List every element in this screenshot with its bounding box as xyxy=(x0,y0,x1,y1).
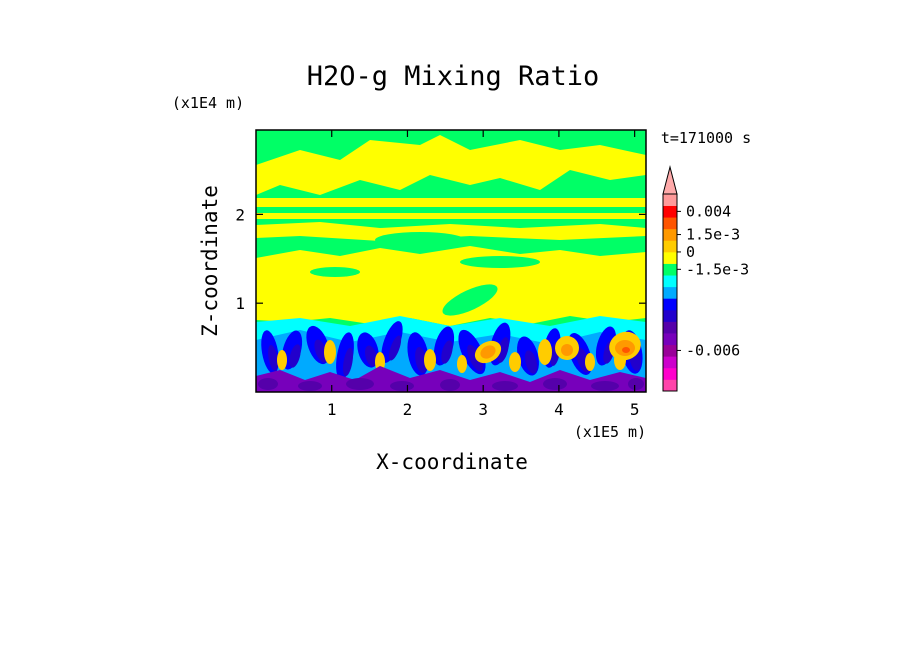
colorbar-label: 0 xyxy=(686,243,695,261)
field-plume-core xyxy=(268,344,278,372)
colorbar-label: 1.5e-3 xyxy=(686,226,740,244)
field-plume xyxy=(381,321,403,363)
field-surface-core xyxy=(543,378,567,390)
colorbar-level xyxy=(663,217,677,230)
colorbar-frame xyxy=(662,193,678,392)
field-band xyxy=(256,213,646,219)
plot-frame xyxy=(255,129,647,393)
field-band xyxy=(256,222,646,241)
colorbar-level xyxy=(663,194,677,206)
colorbar-level xyxy=(663,286,677,299)
field-warm-spot xyxy=(424,349,436,371)
colorbar-level xyxy=(663,333,677,346)
field-plume-core xyxy=(342,347,354,377)
colorbar-level xyxy=(663,205,677,218)
chart-title: H2O-g Mixing Ratio xyxy=(307,61,600,92)
colorbar-label: -0.006 xyxy=(686,341,740,359)
colorbar-level xyxy=(663,240,677,253)
colorbar-level xyxy=(663,263,677,276)
field-warm-spot xyxy=(538,339,552,365)
field-warm-core xyxy=(480,345,496,359)
field-surface-core xyxy=(440,379,460,391)
field-hot-core xyxy=(622,347,630,353)
field-plume-core xyxy=(441,340,453,364)
field-middle-band xyxy=(256,246,646,326)
colorbar-level xyxy=(663,298,677,311)
x-tick-label: 2 xyxy=(403,400,413,419)
y-axis-unit: (x1E4 m) xyxy=(172,94,244,112)
field-green-gap xyxy=(460,256,540,268)
field-surface-core xyxy=(591,381,619,391)
field-plume-core xyxy=(497,337,509,363)
field-upper-band xyxy=(256,135,646,195)
field-plume-core xyxy=(524,350,538,374)
field-surface-core xyxy=(298,381,322,391)
field-surface-core xyxy=(628,378,644,390)
field-surface-core xyxy=(258,378,278,390)
field-warm-spot xyxy=(509,352,521,372)
colorbar-labels: 0.004 1.5e-30-1.5e-3 -0.006 xyxy=(677,202,749,359)
x-tick-label: 1 xyxy=(327,400,337,419)
y-tick-label: 2 xyxy=(235,205,245,224)
field-green-gap xyxy=(310,267,360,277)
x-tick-label: 3 xyxy=(478,400,488,419)
colorbar-level xyxy=(663,275,677,288)
colorbar-level xyxy=(663,321,677,334)
colorbar xyxy=(662,165,678,392)
colorbar-label: -1.5e-3 xyxy=(686,260,749,278)
field-green-gap xyxy=(442,284,498,316)
field-surface-core xyxy=(346,378,374,390)
field-plume-core xyxy=(364,345,378,367)
colorbar-level xyxy=(663,344,677,357)
colorbar-level xyxy=(663,309,677,322)
field-band xyxy=(256,198,646,207)
field-warm-spot xyxy=(277,350,287,370)
field-warm-spot xyxy=(324,340,336,364)
colorbar-level xyxy=(663,228,677,241)
colorbar-arrow xyxy=(662,165,678,195)
field-plume-core xyxy=(415,346,427,374)
time-label: t=171000 s xyxy=(661,129,751,147)
field-plume-core xyxy=(467,344,483,372)
field-surface-core xyxy=(492,381,518,391)
field-plume-core xyxy=(289,344,301,368)
field-green-gap xyxy=(375,232,465,248)
field-warm-spot xyxy=(457,355,467,373)
field-warm-core xyxy=(561,344,573,356)
colorbar-level xyxy=(663,251,677,264)
colorbar-level xyxy=(663,379,677,392)
y-axis: 12 xyxy=(235,205,646,313)
field-surface-core xyxy=(390,381,414,391)
contour-field xyxy=(256,130,646,392)
x-axis: 1 2 3 4 5 xyxy=(327,130,640,419)
field-plume-core xyxy=(314,339,328,363)
x-tick-label: 4 xyxy=(554,400,564,419)
y-axis-label: Z-coordinate xyxy=(198,185,222,337)
x-axis-unit: (x1E5 m) xyxy=(574,423,646,441)
colorbar-level xyxy=(663,367,677,380)
y-tick-label: 1 xyxy=(235,294,245,313)
x-tick-label: 5 xyxy=(630,400,640,419)
field-warm-spot xyxy=(585,353,595,371)
x-axis-label: X-coordinate xyxy=(376,450,528,474)
field-plume-core xyxy=(388,335,402,361)
colorbar-level xyxy=(663,356,677,369)
colorbar-label: 0.004 xyxy=(686,202,731,220)
